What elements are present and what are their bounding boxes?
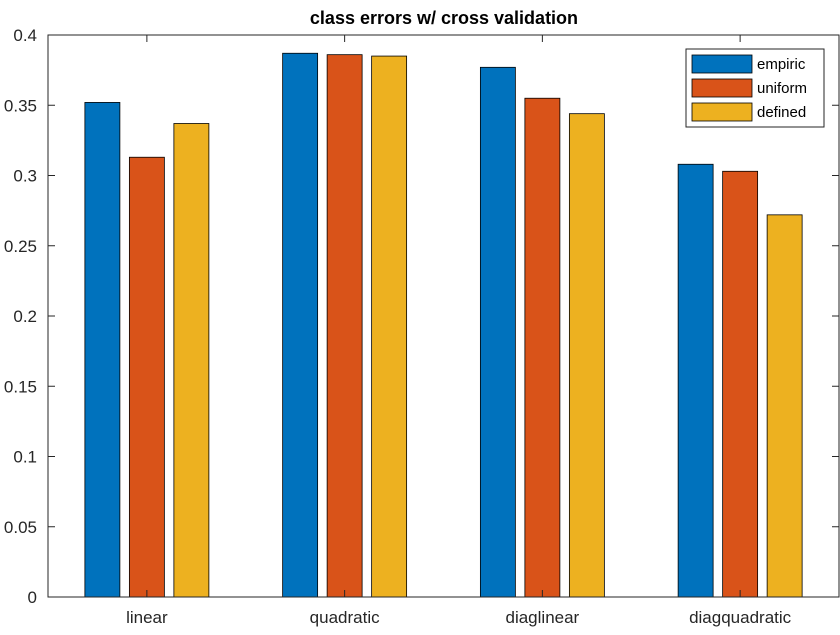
y-tick-label: 0.35 [4, 96, 37, 115]
bar-empiric-diagquadratic [677, 163, 714, 598]
bar-uniform-linear [128, 156, 165, 598]
bar-defined-diagquadratic [766, 214, 803, 598]
bar-uniform-quadratic [326, 54, 363, 598]
legend-label-defined: defined [757, 104, 806, 121]
y-tick-label: 0.4 [13, 26, 37, 45]
bar-defined-diaglinear [568, 113, 605, 598]
bar-empiric-quadratic [282, 52, 319, 598]
y-tick-label: 0.15 [4, 377, 37, 396]
ticks-layer: 0 0.05 0.1 0.15 0.2 0.25 0.3 0.35 0.4 linear quadr… [4, 26, 839, 627]
x-tick-label: quadratic [310, 608, 380, 627]
bar-uniform-diagquadratic [722, 170, 759, 598]
y-tick-label: 0.3 [13, 167, 37, 186]
x-tick-label: linear [126, 608, 168, 627]
y-tick-label: 0 [28, 588, 37, 607]
y-tick-label: 0.1 [13, 448, 37, 467]
legend: empiric uniform defined [685, 48, 825, 128]
legend-label-empiric: empiric [757, 56, 806, 73]
bar-defined-linear [173, 123, 210, 598]
bar-defined-quadratic [371, 55, 408, 598]
bar-empiric-linear [84, 102, 121, 598]
legend-swatch-defined [691, 102, 753, 122]
bars-layer [84, 52, 803, 598]
x-tick-label: diagquadratic [689, 608, 792, 627]
bar-uniform-diaglinear [524, 97, 561, 598]
bar-empiric-diaglinear [479, 66, 516, 598]
x-tick-label: diaglinear [506, 608, 580, 627]
y-tick-label: 0.05 [4, 518, 37, 537]
legend-swatch-uniform [691, 78, 753, 98]
y-tick-label: 0.25 [4, 237, 37, 256]
y-tick-label: 0.2 [13, 307, 37, 326]
legend-swatch-empiric [691, 54, 753, 74]
chart-title: class errors w/ cross validation [310, 8, 578, 28]
legend-label-uniform: uniform [757, 80, 807, 97]
